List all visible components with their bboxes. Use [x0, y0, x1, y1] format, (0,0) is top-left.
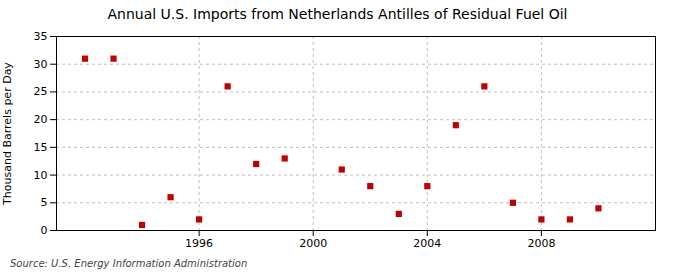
svg-text:Thousand Barrels per Day: Thousand Barrels per Day	[1, 62, 14, 206]
svg-text:30: 30	[34, 58, 48, 71]
svg-text:35: 35	[34, 30, 48, 43]
svg-text:15: 15	[34, 141, 48, 154]
svg-text:10: 10	[34, 169, 48, 182]
svg-text:2004: 2004	[413, 237, 441, 250]
svg-text:20: 20	[34, 113, 48, 126]
svg-text:5: 5	[41, 196, 48, 209]
html-text:Annual U.S. Imports from Nethe: Annual U.S. Imports from Netherlands Ant…	[107, 6, 568, 22]
svg-text:2000: 2000	[299, 237, 327, 250]
html-text:Source: U.S. Energy Informatio: Source: U.S. Energy Information Administ…	[10, 258, 248, 269]
svg-text:25: 25	[34, 85, 48, 98]
svg-text:0: 0	[41, 224, 48, 237]
svg-text:2008: 2008	[527, 237, 555, 250]
svg-text:1996: 1996	[185, 237, 213, 250]
